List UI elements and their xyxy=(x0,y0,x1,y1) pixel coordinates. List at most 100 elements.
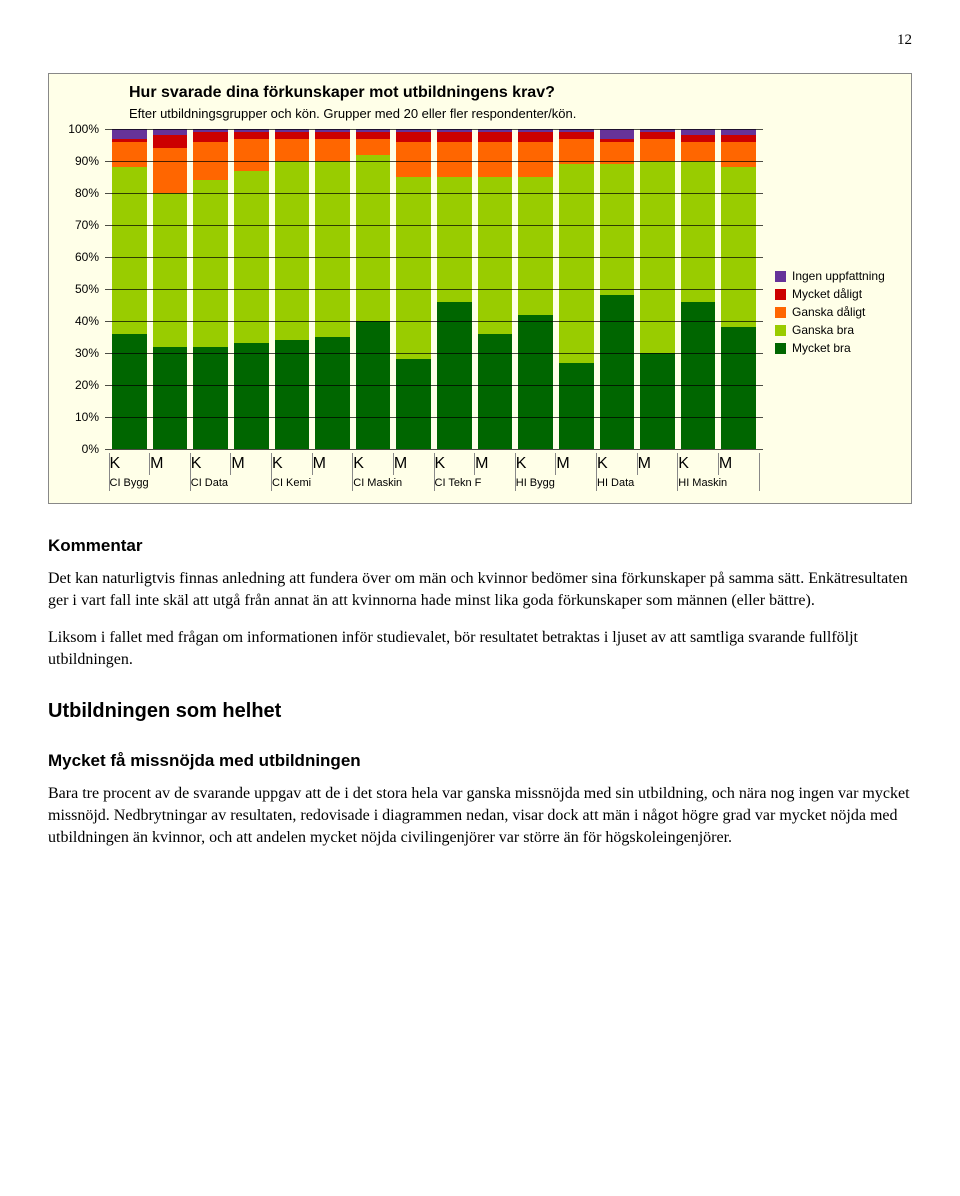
x-sub-label: K xyxy=(271,453,313,475)
y-tick-label: 80% xyxy=(75,186,99,200)
y-tick-label: 40% xyxy=(75,314,99,328)
gridline xyxy=(105,129,763,130)
bar-segment xyxy=(721,167,756,327)
y-tick-label: 10% xyxy=(75,410,99,424)
chart-title: Hur svarade dina förkunskaper mot utbild… xyxy=(49,74,911,106)
x-sub-label: K xyxy=(677,453,719,475)
bar-segment xyxy=(478,177,513,334)
bar-segment xyxy=(721,327,756,449)
y-tick-label: 30% xyxy=(75,346,99,360)
bar-segment xyxy=(437,132,472,142)
legend-swatch xyxy=(775,307,786,318)
bar-segment xyxy=(681,161,716,302)
heading-utbildningen: Utbildningen som helhet xyxy=(48,700,912,723)
y-tick-label: 0% xyxy=(82,442,99,456)
x-group-label: HI Bygg xyxy=(515,475,597,491)
gridline xyxy=(105,353,763,354)
x-sub-label: M xyxy=(555,453,597,475)
x-axis-sublabels: KMKMKMKMKMKMKMKM xyxy=(105,449,763,475)
y-tick-label: 90% xyxy=(75,154,99,168)
y-tick-label: 60% xyxy=(75,250,99,264)
bar-segment xyxy=(600,129,635,139)
bar-segment xyxy=(600,164,635,295)
legend-item: Mycket bra xyxy=(775,341,903,355)
bar-segment xyxy=(153,135,188,148)
bar-segment xyxy=(518,315,553,449)
x-sub-label: K xyxy=(596,453,638,475)
bar-segment xyxy=(153,347,188,449)
legend-label: Ganska bra xyxy=(792,323,854,337)
heading-missnojda: Mycket få missnöjda med utbildningen xyxy=(48,751,912,771)
bar-segment xyxy=(396,177,431,359)
bar-segment xyxy=(518,177,553,315)
legend-item: Ganska dåligt xyxy=(775,305,903,319)
bar-segment xyxy=(478,334,513,449)
x-sub-label: M xyxy=(637,453,679,475)
y-axis: 0%10%20%30%40%50%60%70%80%90%100% xyxy=(57,129,105,449)
x-sub-label: K xyxy=(352,453,394,475)
bar-segment xyxy=(478,132,513,142)
gridline xyxy=(105,417,763,418)
stacked-bar-chart: Hur svarade dina förkunskaper mot utbild… xyxy=(48,73,912,504)
x-sub-label: M xyxy=(230,453,272,475)
legend-item: Ganska bra xyxy=(775,323,903,337)
bar-segment xyxy=(193,132,228,142)
bar-segment xyxy=(640,353,675,449)
legend-swatch xyxy=(775,271,786,282)
bar-segment xyxy=(681,302,716,449)
legend-label: Ganska dåligt xyxy=(792,305,865,319)
x-sub-label: M xyxy=(149,453,191,475)
bar-segment xyxy=(640,139,675,161)
bar-segment xyxy=(356,155,391,321)
bar-segment xyxy=(437,142,472,177)
x-group-label: HI Maskin xyxy=(677,475,759,491)
legend-swatch xyxy=(775,325,786,336)
bar-segment xyxy=(112,129,147,139)
x-group-label: CI Maskin xyxy=(352,475,434,491)
bar-segment xyxy=(600,295,635,449)
bar-segment xyxy=(396,359,431,449)
x-group-label: CI Bygg xyxy=(109,475,191,491)
bar-segment xyxy=(275,161,310,340)
y-tick-label: 70% xyxy=(75,218,99,232)
legend-label: Ingen uppfattning xyxy=(792,269,885,283)
legend-label: Mycket dåligt xyxy=(792,287,862,301)
bar-segment xyxy=(437,302,472,449)
bar-segment xyxy=(275,139,310,161)
bar-segment xyxy=(437,177,472,302)
bar-segment xyxy=(518,132,553,142)
bar-segment xyxy=(681,142,716,161)
chart-subtitle: Efter utbildningsgrupper och kön. Gruppe… xyxy=(49,106,911,129)
bar-segment xyxy=(193,347,228,449)
bar-segment xyxy=(112,334,147,449)
gridline xyxy=(105,225,763,226)
legend-swatch xyxy=(775,289,786,300)
x-sub-label: K xyxy=(434,453,476,475)
gridline xyxy=(105,289,763,290)
page-number: 12 xyxy=(48,32,912,49)
x-sub-label: K xyxy=(515,453,557,475)
bar-segment xyxy=(396,132,431,142)
bar-segment xyxy=(315,161,350,337)
x-group-label: CI Kemi xyxy=(271,475,353,491)
x-sub-label: K xyxy=(190,453,232,475)
bar-segment xyxy=(721,142,756,168)
bar-segment xyxy=(153,148,188,193)
bar-segment xyxy=(315,139,350,161)
x-sub-label: M xyxy=(718,453,760,475)
gridline xyxy=(105,193,763,194)
bar-segment xyxy=(234,139,269,171)
paragraph: Liksom i fallet med frågan om informatio… xyxy=(48,627,912,670)
bar-segment xyxy=(112,142,147,168)
x-sub-label: M xyxy=(312,453,354,475)
x-sub-label: M xyxy=(474,453,516,475)
bar-segment xyxy=(559,363,594,449)
gridline xyxy=(105,321,763,322)
x-sub-label: M xyxy=(393,453,435,475)
plot-area xyxy=(105,129,763,449)
legend-label: Mycket bra xyxy=(792,341,851,355)
bar-segment xyxy=(356,139,391,155)
gridline xyxy=(105,161,763,162)
x-group-label: CI Data xyxy=(190,475,272,491)
x-sub-label: K xyxy=(109,453,151,475)
